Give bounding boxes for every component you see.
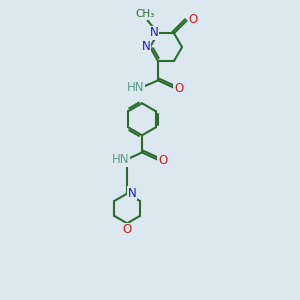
Text: N: N xyxy=(142,40,150,53)
Text: O: O xyxy=(174,82,183,95)
Text: N: N xyxy=(149,26,158,39)
Text: O: O xyxy=(122,223,132,236)
Text: O: O xyxy=(188,13,198,26)
Text: HN: HN xyxy=(112,153,130,166)
Text: N: N xyxy=(128,187,136,200)
Text: CH₃: CH₃ xyxy=(136,9,155,19)
Text: HN: HN xyxy=(127,81,144,94)
Text: O: O xyxy=(158,154,167,167)
